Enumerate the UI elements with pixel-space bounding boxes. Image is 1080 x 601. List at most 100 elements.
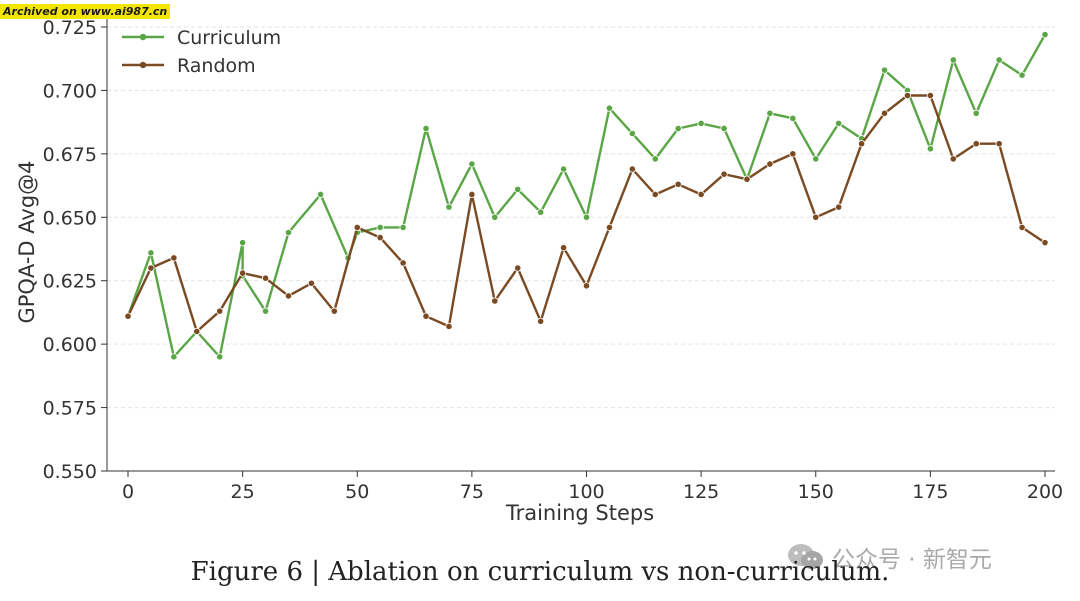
x-tick-label: 75 xyxy=(460,481,484,503)
data-point xyxy=(376,233,384,242)
data-point xyxy=(582,213,591,221)
data-point xyxy=(445,322,453,330)
data-point xyxy=(1018,223,1026,232)
data-point xyxy=(422,124,430,133)
data-point xyxy=(537,208,545,216)
y-tick-label: 0.650 xyxy=(43,207,97,229)
y-tick-label: 0.550 xyxy=(43,461,97,483)
data-point xyxy=(559,165,568,173)
data-point xyxy=(903,91,912,100)
data-point xyxy=(880,66,889,74)
data-point xyxy=(1018,71,1026,79)
data-point xyxy=(399,259,407,267)
data-point xyxy=(170,254,178,262)
y-tick-label: 0.625 xyxy=(43,271,97,293)
wechat-icon xyxy=(788,544,823,569)
data-point xyxy=(239,239,247,247)
data-point xyxy=(651,190,659,199)
data-point xyxy=(697,190,705,199)
y-tick-label: 0.575 xyxy=(43,398,97,420)
legend-label: Random xyxy=(177,55,256,77)
legend-swatch-marker xyxy=(139,61,147,69)
data-point xyxy=(239,269,247,277)
data-point xyxy=(812,155,820,163)
x-tick-label: 50 xyxy=(345,481,369,503)
legend-swatch-marker xyxy=(139,33,147,41)
data-point xyxy=(995,140,1003,148)
series-curriculum xyxy=(124,31,1049,361)
watermark-text: 公众号 · 新智元 xyxy=(832,547,992,573)
data-point xyxy=(651,155,659,163)
data-point xyxy=(468,190,476,199)
data-point xyxy=(766,109,774,117)
data-point xyxy=(880,109,889,117)
x-tick-label: 25 xyxy=(231,481,255,503)
data-point xyxy=(491,213,499,221)
data-point xyxy=(330,307,338,315)
series-layer xyxy=(124,31,1049,361)
data-point xyxy=(949,155,957,163)
data-point xyxy=(147,249,155,257)
x-tick-label: 150 xyxy=(798,481,834,503)
data-point xyxy=(491,297,499,305)
data-point xyxy=(582,282,591,290)
y-tick-label: 0.600 xyxy=(43,334,97,356)
data-point xyxy=(353,223,361,232)
y-tick-label: 0.675 xyxy=(43,144,97,166)
data-point xyxy=(674,124,682,133)
data-point xyxy=(1041,31,1049,39)
data-point xyxy=(468,160,476,168)
grid-lines xyxy=(107,26,1055,409)
data-point xyxy=(284,228,293,237)
data-point xyxy=(972,140,980,148)
data-point xyxy=(445,203,453,211)
data-point xyxy=(422,312,430,320)
legend-label: Curriculum xyxy=(177,27,281,49)
data-point xyxy=(835,203,843,211)
data-point xyxy=(605,104,614,112)
data-point xyxy=(720,124,728,133)
data-point xyxy=(1041,239,1049,247)
data-point xyxy=(835,119,843,128)
x-tick-label: 0 xyxy=(122,481,134,503)
data-point xyxy=(720,170,728,178)
y-axis-title: GPQA-D Avg@4 xyxy=(15,160,39,323)
data-point xyxy=(216,353,224,361)
line-chart: 0.550 0.575 0.600 0.625 0.650 0.675 0.700 0.725… xyxy=(15,17,1064,525)
data-point xyxy=(812,213,820,221)
data-point xyxy=(949,56,957,64)
data-point xyxy=(514,185,522,193)
y-tick-label: 0.700 xyxy=(43,80,97,102)
data-point xyxy=(284,292,293,300)
data-point xyxy=(972,109,980,117)
data-point xyxy=(193,327,201,336)
data-point xyxy=(857,140,866,148)
data-point xyxy=(766,160,774,168)
data-point xyxy=(789,150,797,158)
data-point xyxy=(307,279,315,287)
data-point xyxy=(628,165,636,173)
series-random xyxy=(124,91,1049,336)
data-point xyxy=(605,223,614,232)
x-tick-label: 175 xyxy=(912,481,948,503)
data-point xyxy=(261,307,270,315)
series-line xyxy=(126,34,1047,358)
data-point xyxy=(995,56,1003,64)
data-point xyxy=(261,274,270,282)
x-tick-label: 200 xyxy=(1027,481,1063,503)
data-point xyxy=(559,244,568,252)
data-point xyxy=(170,353,178,361)
figure-caption: Figure 6 | Ablation on curriculum vs non… xyxy=(190,557,890,587)
x-tick-label: 100 xyxy=(568,481,604,503)
data-point xyxy=(628,129,636,138)
data-point xyxy=(376,223,384,232)
legend: Curriculum Random xyxy=(122,27,281,77)
x-axis-title: Training Steps xyxy=(505,501,654,525)
data-point xyxy=(124,312,132,320)
y-tick-label: 0.725 xyxy=(43,17,97,39)
data-point xyxy=(926,145,934,153)
axes: 0.550 0.575 0.600 0.625 0.650 0.675 0.700 0.725… xyxy=(43,17,1064,503)
watermark: 公众号 · 新智元 xyxy=(786,541,992,573)
data-point xyxy=(216,307,224,315)
data-point xyxy=(743,175,751,183)
